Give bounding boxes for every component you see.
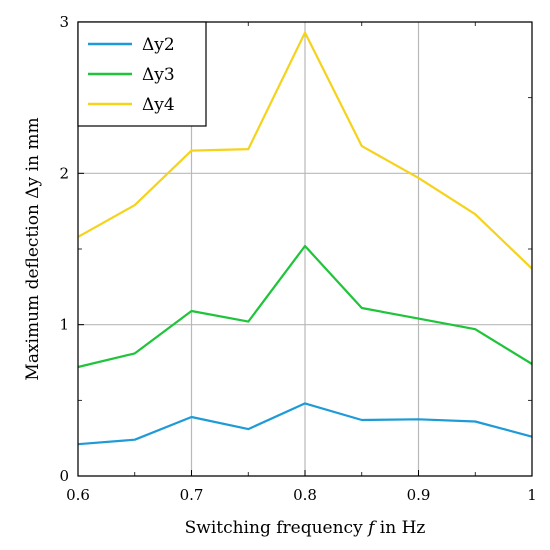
y-tick-label: 2: [59, 164, 69, 182]
x-tick-label: 0.9: [407, 486, 431, 504]
legend: Δy2 Δy3 Δy4: [77, 21, 207, 127]
series-layer: [77, 31, 533, 446]
legend-label: Δy2: [142, 35, 175, 55]
y-tick-label: 1: [59, 316, 69, 334]
legend-label: Δy3: [142, 65, 175, 85]
x-axis-label-variable: f: [366, 518, 377, 538]
x-axis-label-suffix: in Hz: [374, 518, 425, 538]
x-tick-label: 0.7: [180, 486, 204, 504]
x-tick-label: 0.8: [293, 486, 317, 504]
legend-items: Δy2 Δy3 Δy4: [88, 35, 175, 115]
y-tick-label: 3: [59, 13, 69, 31]
x-tick-label: 1: [527, 486, 537, 504]
x-axis-ticks: 0.6 0.7 0.8 0.9 1: [66, 470, 537, 504]
x-axis-label-prefix: Switching frequency: [185, 518, 368, 538]
series-line-4: [77, 31, 533, 270]
series-line-3: [77, 244, 533, 369]
x-axis-label: Switching frequency f in Hz: [185, 518, 426, 538]
y-axis-label: Maximum deflection Δy in mm: [23, 117, 43, 380]
x-tick-label: 0.6: [66, 486, 90, 504]
y-tick-label: 0: [59, 467, 69, 485]
series-line-2: [77, 402, 533, 446]
legend-label: Δy4: [142, 95, 175, 115]
